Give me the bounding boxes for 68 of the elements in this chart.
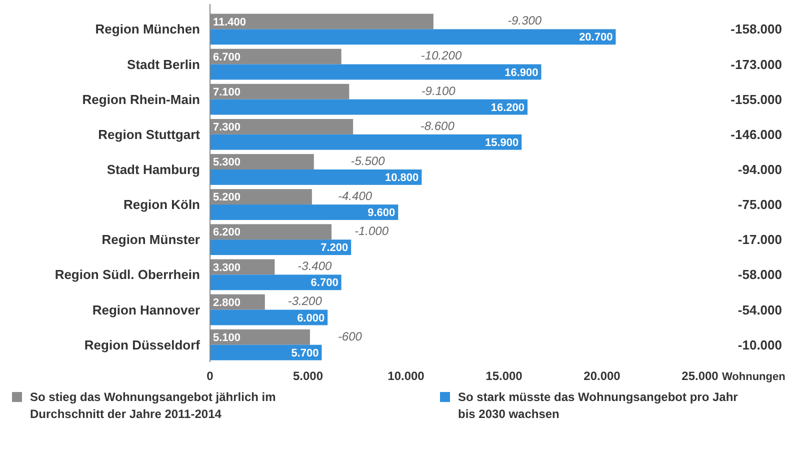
text: -146.000 — [730, 126, 782, 142]
text: -54.000 — [738, 302, 782, 318]
text: -173.000 — [730, 56, 782, 72]
data-label: 20.700 — [579, 32, 613, 44]
annotation: -3.200 — [288, 294, 322, 308]
text: -94.000 — [738, 162, 782, 178]
data-label: 6.700 — [310, 277, 338, 290]
x-tick-label: 15.000 — [486, 369, 523, 383]
data-label: 6.200 — [213, 226, 241, 239]
y-tick-label: Region Südl. Oberrhein — [54, 267, 200, 282]
data-label: 7.300 — [213, 122, 241, 134]
data-label: 16.900 — [504, 66, 538, 79]
annotation: -3.400 — [298, 259, 332, 274]
annotation: -9.300 — [508, 14, 542, 28]
annotation: -8.600 — [420, 118, 455, 133]
data-label: 6.000 — [297, 312, 325, 324]
text: -58.000 — [738, 267, 782, 282]
x-tick-label: 10.000 — [388, 369, 425, 383]
data-label: 5.300 — [213, 156, 241, 169]
annotation: -1.000 — [354, 224, 389, 238]
bar — [210, 274, 342, 290]
bar — [210, 99, 528, 115]
bar — [210, 64, 542, 80]
y-tick-label: Stadt Hamburg — [106, 162, 200, 178]
annotation: -10.200 — [420, 48, 462, 63]
text: -155.000 — [730, 92, 782, 107]
y-tick-label: Region München — [95, 22, 200, 37]
data-label: 5.700 — [291, 347, 319, 360]
annotation: -9.100 — [421, 84, 456, 98]
data-label: 5.200 — [213, 192, 241, 204]
data-label: 7.100 — [213, 86, 241, 98]
bar — [210, 204, 398, 220]
text: -158.000 — [730, 22, 782, 37]
x-tick-label: 20.000 — [584, 369, 621, 383]
data-label: 3.300 — [213, 262, 241, 274]
annotation: -4.400 — [338, 189, 372, 204]
legend-label: So stieg das Wohnungsangebot jährlich im Durchschnitt der Jahre 2011-2014 — [30, 390, 276, 421]
y-tick-label: Region Hannover — [92, 302, 200, 318]
x-tick-label: 25.000 — [682, 369, 719, 383]
data-label: 10.800 — [385, 172, 419, 184]
x-tick-label: 5.000 — [292, 369, 324, 383]
data-label: 11.400 — [213, 16, 246, 28]
x-axis-title: Wohnungen — [722, 371, 786, 383]
data-label: 15.900 — [484, 136, 519, 149]
y-tick-label: Region Rhein-Main — [82, 92, 200, 107]
y-tick-label: Stadt Berlin — [127, 56, 200, 72]
bar — [210, 169, 422, 185]
y-tick-label: Region Münster — [102, 232, 200, 248]
y-tick-label: Region Düsseldorf — [84, 337, 201, 352]
legend-label: So stark müsste das Wohnungsangebot pro Jahr bis 2030 wachsen — [458, 390, 738, 421]
y-tick-label: Region Stuttgart — [98, 126, 201, 142]
bar — [210, 240, 352, 256]
data-label: 5.100 — [213, 332, 241, 344]
annotation: -5.500 — [350, 154, 386, 168]
x-tick-label: 0 — [206, 369, 214, 383]
bar — [210, 29, 616, 45]
bar — [210, 310, 328, 326]
data-label: 7.200 — [320, 242, 348, 254]
data-label: 6.700 — [213, 51, 241, 64]
text: -17.000 — [738, 232, 782, 248]
data-label: 9.600 — [368, 207, 396, 220]
bar — [210, 134, 522, 150]
data-label: 2.800 — [213, 296, 241, 309]
text: -75.000 — [738, 197, 782, 212]
annotation: -600 — [338, 329, 362, 344]
data-label: 16.200 — [490, 102, 525, 114]
y-tick-label: Region Köln — [123, 197, 200, 212]
text: -10.000 — [738, 337, 782, 352]
